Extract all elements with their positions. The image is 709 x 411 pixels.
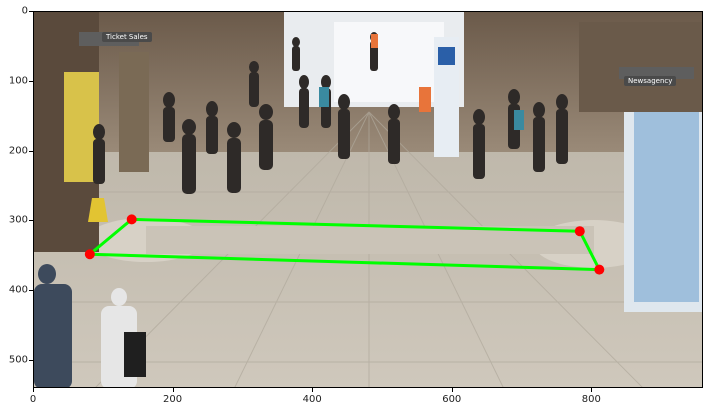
y-tick-label: 100 [8,75,28,87]
y-tick-label: 200 [8,145,28,157]
roi-polygon-outline [88,217,601,272]
image-axes: Ticket Sales Newsagency [33,11,703,388]
y-tick-label: 300 [8,214,28,226]
ticket-sales-sign: Ticket Sales [102,32,152,42]
x-tick-mark [312,388,314,392]
roi-vertex-point[interactable] [126,214,137,225]
x-tick-label: 600 [442,394,462,405]
concourse-photo [34,12,702,387]
y-tick-label: 500 [8,354,28,366]
y-tick-label: 400 [8,284,28,296]
y-tick-mark [29,360,33,362]
x-tick-label: 800 [581,394,601,405]
y-tick-label: 0 [21,5,28,17]
y-tick-mark [29,11,33,12]
y-tick-mark [29,290,33,292]
y-tick-mark [29,80,33,82]
x-tick-mark [451,388,453,392]
y-tick-mark [29,220,33,222]
roi-vertex-point[interactable] [574,226,585,237]
roi-vertex-point[interactable] [594,264,605,275]
roi-vertex-point[interactable] [84,249,95,260]
roi-overlay [84,214,605,275]
x-tick-label: 400 [302,394,322,405]
x-tick-mark [172,388,174,392]
newsagency-sign: Newsagency [624,76,677,86]
x-tick-mark [33,388,34,392]
x-tick-label: 0 [29,394,37,405]
y-tick-mark [29,150,33,152]
x-tick-label: 200 [163,394,183,405]
x-tick-mark [591,388,593,392]
